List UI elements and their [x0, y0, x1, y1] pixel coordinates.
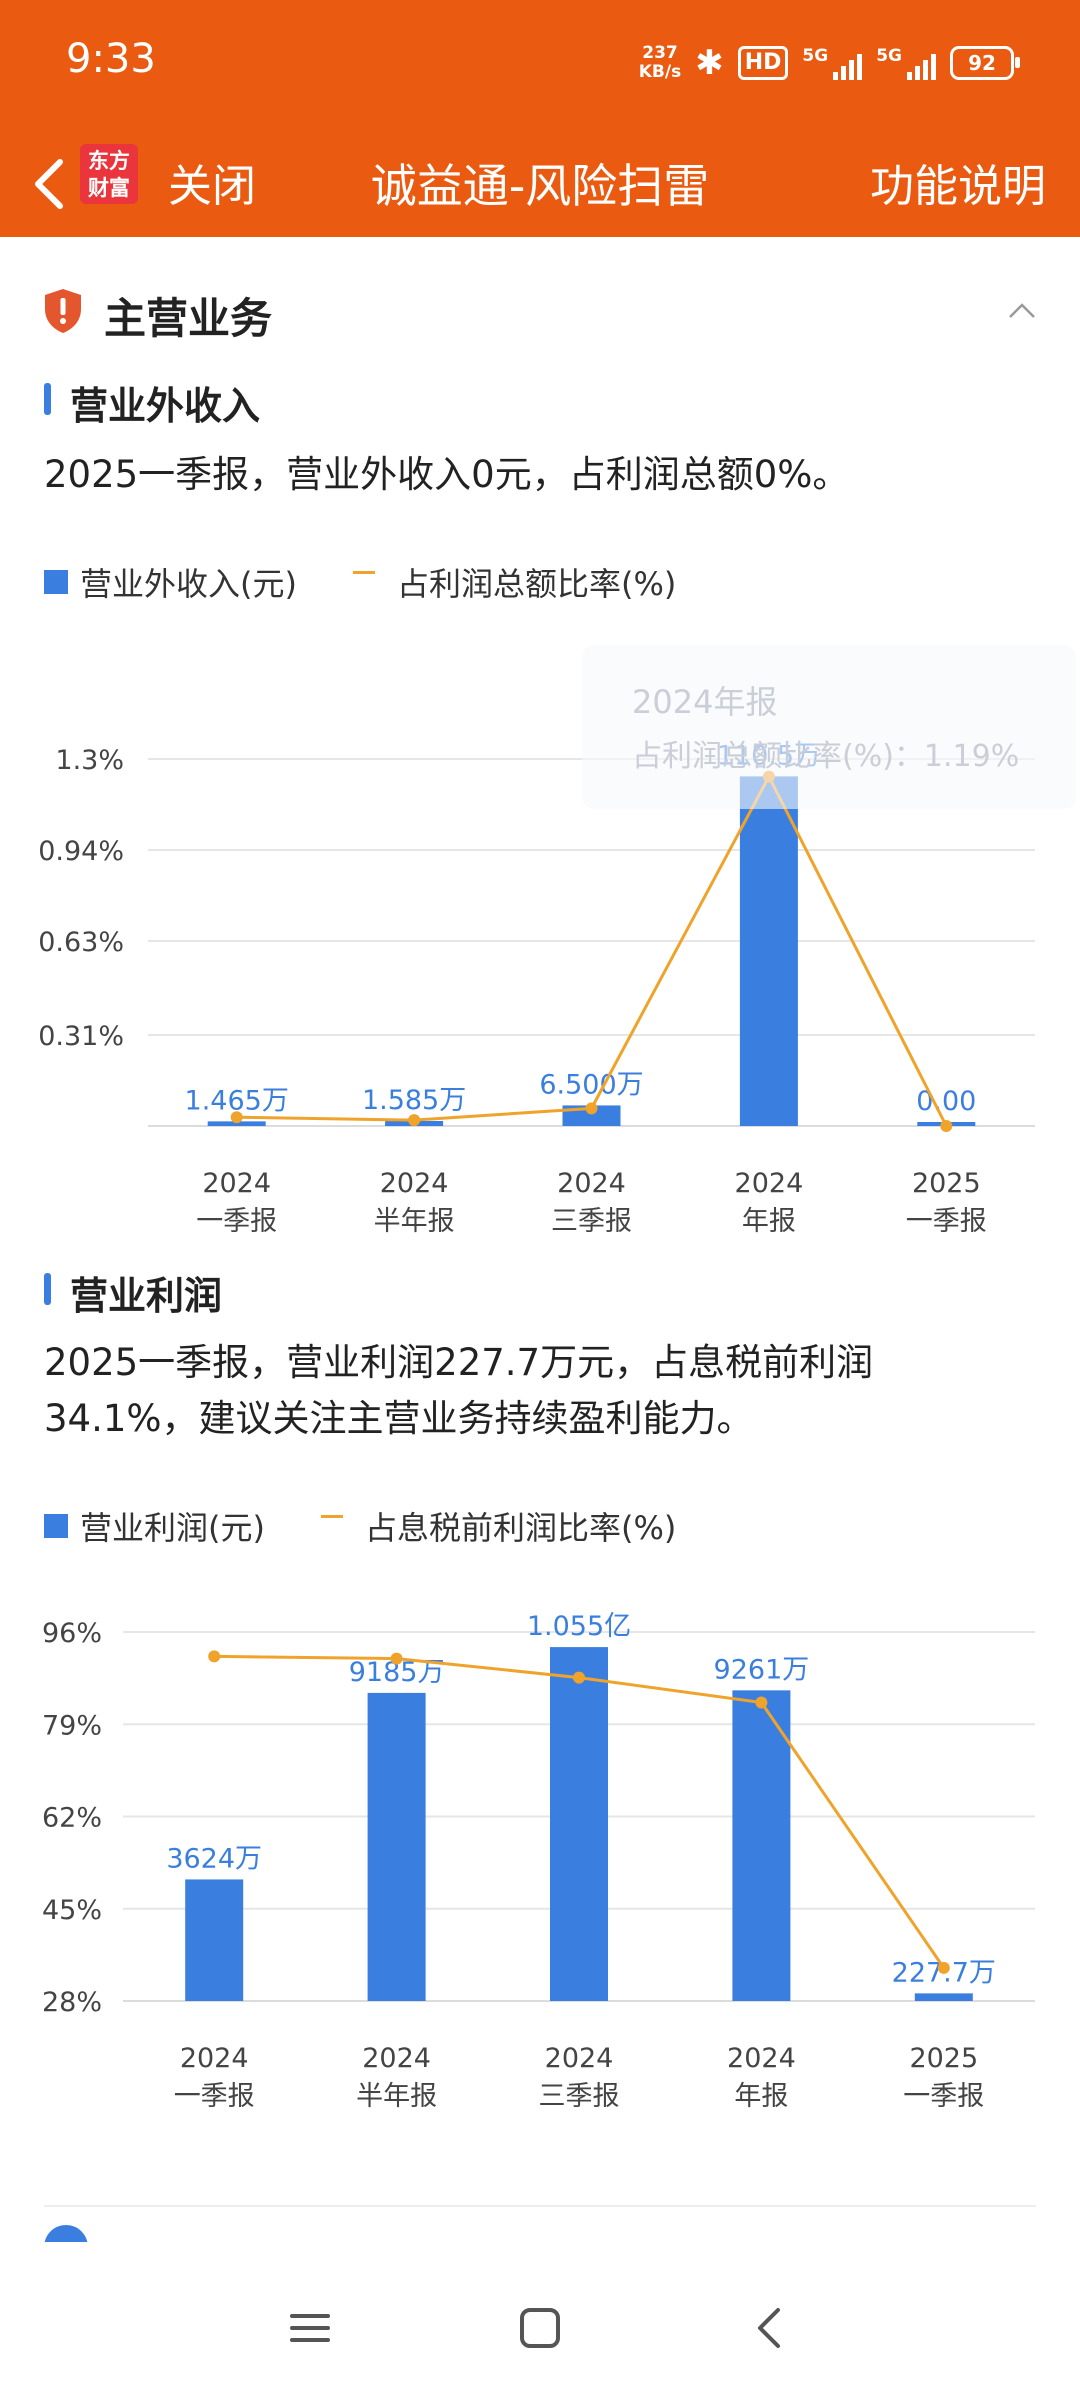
y-tick-label: 79%: [42, 1710, 102, 1741]
y-tick-label: 1.3%: [55, 745, 124, 776]
network-speed: 237 KB/s: [638, 43, 682, 82]
x-tick-label: 三季报: [539, 2081, 620, 2112]
line-point: [408, 1114, 421, 1127]
line-point: [390, 1652, 403, 1665]
data-label: 1.055亿: [527, 1611, 631, 1642]
y-tick-label: 62%: [42, 1803, 102, 1834]
menu-icon[interactable]: [280, 2298, 340, 2358]
x-tick-label: 年报: [734, 2081, 788, 2112]
bar: [914, 1993, 973, 2001]
data-label: 9261万: [714, 1654, 810, 1685]
legend-bar-label: 营业利润(元): [80, 1509, 265, 1547]
subsection-title-profit: 营业利润: [44, 1265, 222, 1320]
x-tick-label: 一季报: [903, 2081, 984, 2112]
legend-line-swatch: [320, 1514, 343, 1518]
bluetooth-icon: ✱: [695, 43, 724, 83]
section-icon: [44, 2225, 88, 2247]
line-point: [573, 1671, 585, 1684]
line-point: [585, 1102, 598, 1115]
x-tick-label: 一季报: [196, 1206, 277, 1237]
close-button[interactable]: 关闭: [168, 161, 256, 212]
x-tick-label: 半年报: [356, 2081, 437, 2112]
data-label: 1.585万: [362, 1085, 466, 1116]
system-nav-bar: [0, 2242, 1080, 2400]
next-section-peek: [44, 2217, 1044, 2247]
x-tick-label: 年报: [742, 1206, 796, 1237]
line-point: [755, 1696, 768, 1709]
home-square-icon[interactable]: [510, 2298, 570, 2358]
subsection-title-income: 营业外收入: [44, 375, 260, 430]
data-label: 6.500万: [539, 1069, 643, 1100]
y-tick-label: 0.63%: [38, 927, 124, 958]
x-tick-label: 2024: [735, 1168, 804, 1199]
legend-bar-label: 营业外收入(元): [80, 565, 297, 603]
chart-tooltip: 2024年报 占利润总额比率(%)：1.19%: [582, 645, 1076, 809]
data-label: 3624万: [166, 1843, 262, 1874]
chevron-left-icon: [35, 159, 63, 209]
bar: [732, 1690, 791, 2001]
x-tick-label: 2024: [545, 2043, 614, 2074]
section-header[interactable]: 主营业务: [42, 281, 1042, 343]
help-button[interactable]: 功能说明: [870, 161, 1046, 212]
bar: [739, 776, 798, 1126]
legend-bar-swatch: [44, 1514, 68, 1538]
status-icons: 237 KB/s ✱ HD 5G 5G 92: [638, 38, 1020, 88]
x-tick-label: 2024: [202, 1168, 271, 1199]
y-tick-label: 96%: [42, 1618, 102, 1649]
legend-line-label: 占息税前利润比率(%): [364, 1509, 677, 1547]
x-tick-label: 2024: [362, 2043, 431, 2074]
x-tick-label: 一季报: [174, 2081, 255, 2112]
status-bar: 9:33 237 KB/s ✱ HD 5G 5G 92: [0, 0, 1080, 130]
y-tick-label: 0.94%: [38, 836, 124, 867]
divider: [44, 2205, 1036, 2207]
x-tick-label: 半年报: [374, 1206, 455, 1237]
x-tick-label: 2024: [180, 2043, 249, 2074]
y-tick-label: 28%: [42, 1987, 102, 2018]
x-tick-label: 三季报: [551, 1206, 632, 1237]
shield-warning-icon: [45, 289, 81, 333]
legend-profit: 营业利润(元) 占息税前利润比率(%): [44, 1503, 676, 1549]
signal-icon-2: 5G: [876, 46, 936, 80]
summary-profit: 2025一季报，营业利润227.7万元，占息税前利润34.1%，建议关注主营业务…: [44, 1341, 874, 1440]
section-title: 主营业务: [104, 294, 273, 343]
back-button[interactable]: [20, 148, 84, 218]
bar: [367, 1692, 426, 2001]
back-chevron-icon[interactable]: [740, 2298, 800, 2358]
signal-icon: 5G: [802, 46, 863, 80]
bar: [550, 1647, 608, 2001]
tooltip-value: 占利润总额比率(%)：1.19%: [632, 739, 1020, 774]
hd-badge: HD: [737, 46, 789, 80]
main-business-card: 主营业务 营业外收入 2025一季报，营业外收入0元，占利润总额0%。 营业外收…: [0, 237, 1080, 2247]
x-tick-label: 2025: [909, 2043, 978, 2074]
data-label: 0.00: [916, 1086, 976, 1117]
y-tick-label: 45%: [42, 1895, 102, 1926]
line-point: [208, 1650, 221, 1663]
bar: [185, 1879, 244, 2001]
line-point: [937, 1961, 950, 1974]
legend-line-label: 占利润总额比率(%): [396, 565, 677, 603]
tooltip-period: 2024年报: [632, 683, 778, 721]
app-header: 东方 财富 关闭 诚益通-风险扫雷 功能说明: [0, 130, 1080, 237]
brand-logo: 东方 财富: [80, 144, 138, 204]
legend-income: 营业外收入(元) 占利润总额比率(%): [44, 559, 676, 605]
status-time: 9:33: [66, 36, 156, 82]
x-tick-label: 2024: [557, 1168, 626, 1199]
bar: [207, 1121, 266, 1126]
x-tick-label: 一季报: [906, 1206, 987, 1237]
chevron-up-icon[interactable]: [1002, 291, 1042, 331]
summary-income: 2025一季报，营业外收入0元，占利润总额0%。: [44, 453, 850, 496]
legend-line-swatch: [352, 570, 375, 574]
legend-bar-swatch: [44, 570, 68, 594]
line-point: [230, 1111, 243, 1124]
x-tick-label: 2025: [912, 1168, 981, 1199]
x-tick-label: 2024: [380, 1168, 449, 1199]
line-point: [940, 1120, 953, 1132]
x-tick-label: 2024: [727, 2043, 796, 2074]
chart-non-operating-income[interactable]: 1.3%0.94%0.63%0.31%1.465万1.585万6.500万110…: [0, 647, 1080, 1427]
chart-operating-profit[interactable]: 96%79%62%45%28%3624万9185万1.055亿9261万227.…: [0, 1597, 1080, 2387]
battery-icon: 92: [950, 46, 1020, 80]
y-tick-label: 0.31%: [38, 1021, 124, 1052]
